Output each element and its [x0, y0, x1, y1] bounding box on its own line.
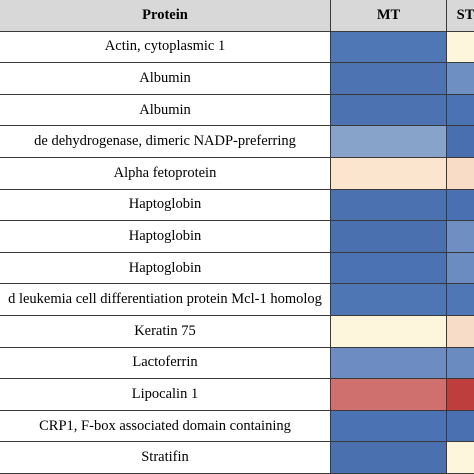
heatmap-row: Haptoglobin [0, 221, 474, 253]
protein-name: Haptoglobin [128, 259, 202, 276]
heatmap-row: Lipocalin 1 [0, 379, 474, 411]
heatmap-row: Stratifin [0, 442, 474, 474]
protein-name: de dehydrogenase, dimeric NADP-preferrin… [34, 133, 296, 150]
heatmap-cell-mt [331, 284, 447, 316]
heatmap-cell-st [447, 347, 474, 380]
heatmap-row: Keratin 75 [0, 316, 474, 348]
heatmap-row: Alpha fetoprotein [0, 158, 474, 190]
protein-name-cell: Lipocalin 1 [0, 379, 331, 411]
protein-name: Stratifin [141, 449, 189, 466]
heatmap-cell-st [447, 221, 474, 253]
heatmap-cell-st [447, 94, 474, 127]
heatmap-cell-st [447, 316, 474, 348]
protein-column-header: Protein [0, 0, 331, 32]
heatmap-row: Actin, cytoplasmic 1 [0, 31, 474, 64]
protein-name-cell: Albumin [0, 94, 331, 127]
st-column-header: ST [447, 0, 474, 32]
heatmap-cell-mt [331, 410, 447, 443]
heatmap-cell-st [447, 252, 474, 285]
heatmap-cell-mt [331, 379, 447, 411]
protein-name: d leukemia cell differentiation protein … [8, 291, 322, 308]
heatmap-cell-st [447, 410, 474, 443]
header-row: Protein MT ST [0, 0, 474, 32]
heatmap-cell-mt [331, 316, 447, 348]
heatmap-cell-mt [331, 347, 447, 380]
protein-name: Keratin 75 [134, 322, 196, 339]
protein-name: Albumin [139, 101, 191, 118]
protein-name: Albumin [139, 69, 191, 86]
protein-name-cell: d leukemia cell differentiation protein … [0, 284, 331, 316]
heatmap-cell-st [447, 158, 474, 190]
heatmap-cell-mt [331, 63, 447, 95]
heatmap-row: Haptoglobin [0, 189, 474, 222]
protein-name-cell: CRP1, F-box associated domain containing [0, 410, 331, 443]
heatmap-cell-mt [331, 31, 447, 64]
heatmap-row: d leukemia cell differentiation protein … [0, 284, 474, 316]
protein-name-cell: Haptoglobin [0, 189, 331, 222]
protein-name-cell: Alpha fetoprotein [0, 158, 331, 190]
protein-name: Alpha fetoprotein [113, 164, 217, 181]
heatmap-row: Albumin [0, 94, 474, 127]
protein-name-cell: Stratifin [0, 442, 331, 474]
protein-name-cell: de dehydrogenase, dimeric NADP-preferrin… [0, 126, 331, 158]
heatmap-cell-mt [331, 94, 447, 127]
heatmap-row: de dehydrogenase, dimeric NADP-preferrin… [0, 126, 474, 158]
heatmap-cell-st [447, 126, 474, 158]
protein-name: Actin, cytoplasmic 1 [104, 38, 226, 55]
protein-name: CRP1, F-box associated domain containing [39, 417, 291, 434]
heatmap-cell-mt [331, 158, 447, 190]
heatmap-cell-mt [331, 252, 447, 285]
protein-name: Haptoglobin [128, 227, 202, 244]
heatmap-cell-st [447, 63, 474, 95]
protein-name-cell: Albumin [0, 63, 331, 95]
protein-name: Lipocalin 1 [131, 385, 199, 402]
protein-name-cell: Keratin 75 [0, 316, 331, 348]
heatmap-cell-st [447, 189, 474, 222]
heatmap-row: Haptoglobin [0, 252, 474, 285]
protein-name: Haptoglobin [128, 196, 202, 213]
heatmap-row: CRP1, F-box associated domain containing [0, 410, 474, 443]
protein-name: Lactoferrin [132, 354, 198, 371]
heatmap-cell-st [447, 31, 474, 64]
heatmap-cell-mt [331, 189, 447, 222]
protein-name-cell: Haptoglobin [0, 221, 331, 253]
protein-name-cell: Lactoferrin [0, 347, 331, 380]
heatmap-row: Albumin [0, 63, 474, 95]
heatmap-row: Lactoferrin [0, 347, 474, 380]
heatmap-cell-mt [331, 221, 447, 253]
heatmap-cell-st [447, 284, 474, 316]
heatmap-cell-mt [331, 442, 447, 474]
protein-name-cell: Actin, cytoplasmic 1 [0, 31, 331, 64]
heatmap-cell-mt [331, 126, 447, 158]
heatmap-cell-st [447, 442, 474, 474]
mt-column-header: MT [331, 0, 447, 32]
heatmap-cell-st [447, 379, 474, 411]
protein-name-cell: Haptoglobin [0, 252, 331, 285]
